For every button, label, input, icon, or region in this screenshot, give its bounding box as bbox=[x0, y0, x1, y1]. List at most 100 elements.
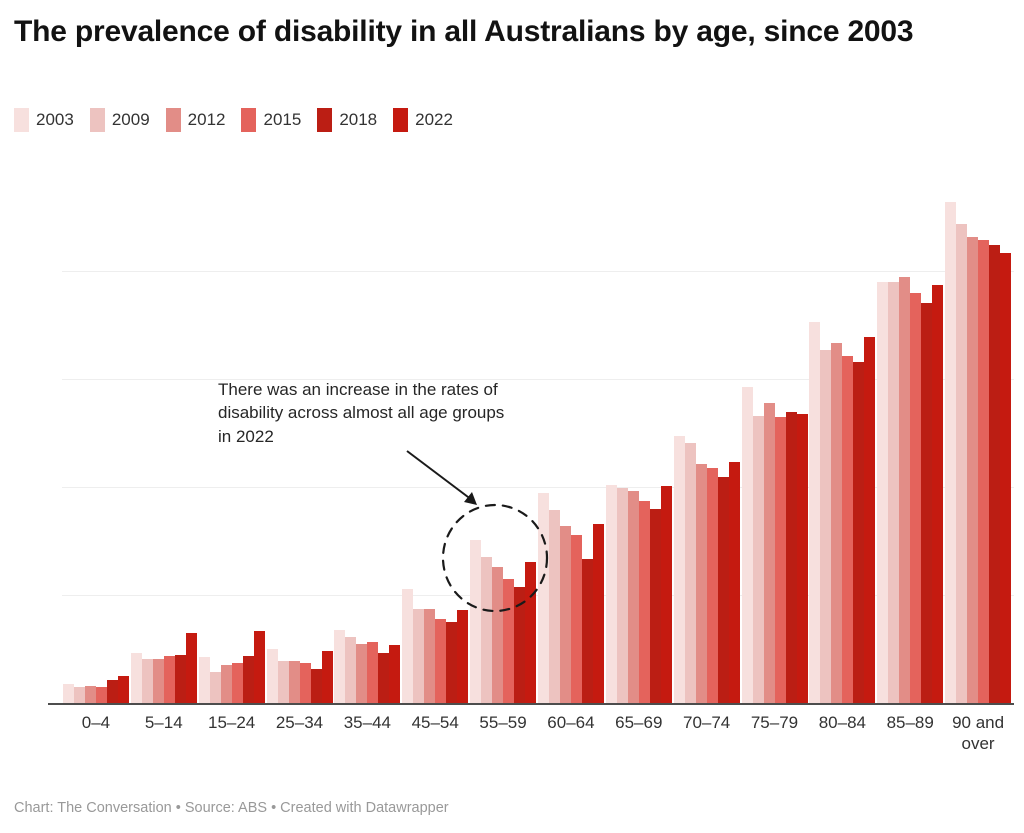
bar[interactable] bbox=[706, 468, 718, 703]
bar[interactable] bbox=[989, 245, 1001, 703]
legend: 2003 2009 2012 2015 2018 2022 bbox=[14, 108, 469, 132]
bar[interactable] bbox=[413, 609, 425, 703]
bar[interactable] bbox=[537, 492, 549, 703]
bar[interactable] bbox=[367, 641, 379, 703]
bar[interactable] bbox=[266, 649, 278, 703]
chart-credit: Chart: The Conversation • Source: ABS • … bbox=[14, 800, 449, 816]
bar[interactable] bbox=[209, 672, 221, 703]
bar[interactable] bbox=[130, 652, 142, 703]
bar[interactable] bbox=[253, 631, 265, 703]
bar[interactable] bbox=[231, 663, 243, 703]
legend-item-2009[interactable]: 2009 bbox=[89, 108, 150, 132]
bar[interactable] bbox=[864, 337, 876, 703]
bar[interactable] bbox=[717, 476, 729, 703]
bar[interactable] bbox=[684, 443, 696, 703]
bar[interactable] bbox=[141, 659, 153, 703]
bar[interactable] bbox=[673, 435, 685, 703]
bar[interactable] bbox=[242, 656, 254, 703]
bar[interactable] bbox=[277, 660, 289, 703]
legend-item-2018[interactable]: 2018 bbox=[317, 108, 377, 132]
bar[interactable] bbox=[321, 651, 333, 703]
bar[interactable] bbox=[796, 414, 808, 703]
bar[interactable] bbox=[548, 509, 560, 703]
bar[interactable] bbox=[820, 350, 832, 703]
bar[interactable] bbox=[752, 416, 764, 703]
bar[interactable] bbox=[899, 276, 911, 703]
bar[interactable] bbox=[831, 343, 843, 703]
legend-item-2015[interactable]: 2015 bbox=[241, 108, 301, 132]
bar[interactable] bbox=[84, 685, 96, 703]
bar[interactable] bbox=[525, 562, 537, 703]
bar[interactable] bbox=[660, 486, 672, 703]
legend-swatch-icon bbox=[14, 108, 29, 132]
bar[interactable] bbox=[921, 302, 933, 703]
bar[interactable] bbox=[741, 386, 753, 703]
bar[interactable] bbox=[288, 660, 300, 703]
bar[interactable] bbox=[378, 652, 390, 703]
bar[interactable] bbox=[356, 644, 368, 703]
legend-swatch-icon bbox=[165, 108, 181, 132]
legend-item-2022[interactable]: 2022 bbox=[393, 108, 453, 132]
bar[interactable] bbox=[334, 630, 346, 703]
bar[interactable] bbox=[73, 687, 85, 703]
bar[interactable] bbox=[978, 240, 990, 703]
bar[interactable] bbox=[220, 665, 232, 703]
bar[interactable] bbox=[514, 587, 526, 703]
bar[interactable] bbox=[956, 224, 968, 703]
bar[interactable] bbox=[605, 484, 617, 703]
bar[interactable] bbox=[910, 292, 922, 703]
bar[interactable] bbox=[345, 637, 357, 703]
bar[interactable] bbox=[1000, 253, 1012, 703]
bar[interactable] bbox=[763, 402, 775, 703]
bar[interactable] bbox=[842, 356, 854, 703]
bar[interactable] bbox=[446, 622, 458, 703]
bar[interactable] bbox=[853, 361, 865, 703]
bar[interactable] bbox=[198, 657, 210, 703]
bar[interactable] bbox=[163, 656, 175, 703]
bar[interactable] bbox=[402, 589, 414, 703]
legend-item-label: 2015 bbox=[263, 110, 302, 129]
bar[interactable] bbox=[785, 412, 797, 703]
bar[interactable] bbox=[492, 566, 504, 703]
legend-item-2003[interactable]: 2003 bbox=[14, 108, 74, 132]
bar[interactable] bbox=[185, 632, 197, 703]
bar[interactable] bbox=[809, 322, 821, 703]
bar[interactable] bbox=[638, 500, 650, 703]
legend-swatch-icon bbox=[89, 108, 105, 132]
bar[interactable] bbox=[592, 524, 604, 703]
bar[interactable] bbox=[581, 558, 593, 703]
bar[interactable] bbox=[299, 663, 311, 703]
legend-item-label: 2018 bbox=[339, 110, 378, 129]
bar[interactable] bbox=[616, 487, 628, 703]
bar[interactable] bbox=[435, 618, 447, 703]
bar[interactable] bbox=[152, 659, 164, 703]
bar-group bbox=[402, 589, 469, 703]
bar[interactable] bbox=[481, 557, 493, 703]
bar[interactable] bbox=[570, 535, 582, 703]
bar[interactable] bbox=[117, 676, 129, 703]
bar[interactable] bbox=[174, 654, 186, 703]
bar[interactable] bbox=[310, 668, 322, 703]
bar[interactable] bbox=[106, 679, 118, 703]
bar[interactable] bbox=[627, 491, 639, 703]
bar[interactable] bbox=[559, 525, 571, 703]
bar[interactable] bbox=[424, 609, 436, 703]
bar[interactable] bbox=[62, 684, 74, 703]
legend-item-2012[interactable]: 2012 bbox=[165, 108, 225, 132]
bar[interactable] bbox=[503, 579, 515, 703]
bar[interactable] bbox=[389, 645, 401, 703]
bar[interactable] bbox=[728, 461, 740, 703]
bar[interactable] bbox=[649, 508, 661, 703]
bar[interactable] bbox=[888, 282, 900, 703]
bar[interactable] bbox=[774, 416, 786, 703]
bar[interactable] bbox=[877, 282, 889, 703]
bar[interactable] bbox=[470, 539, 482, 703]
bar[interactable] bbox=[932, 285, 944, 703]
bar[interactable] bbox=[95, 686, 107, 703]
x-axis-tick-label: 70–74 bbox=[682, 713, 731, 732]
bar[interactable] bbox=[457, 610, 469, 703]
bar[interactable] bbox=[695, 464, 707, 703]
bar[interactable] bbox=[967, 236, 979, 703]
bar[interactable] bbox=[945, 201, 957, 703]
